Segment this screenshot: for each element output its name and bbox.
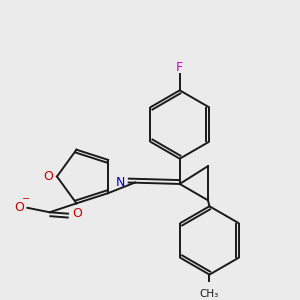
Text: N: N — [116, 176, 125, 189]
Text: O: O — [72, 207, 82, 220]
Text: O: O — [44, 170, 54, 183]
Text: O: O — [14, 201, 24, 214]
Text: −: − — [22, 194, 30, 205]
Text: CH₃: CH₃ — [200, 289, 219, 299]
Text: F: F — [176, 61, 183, 74]
